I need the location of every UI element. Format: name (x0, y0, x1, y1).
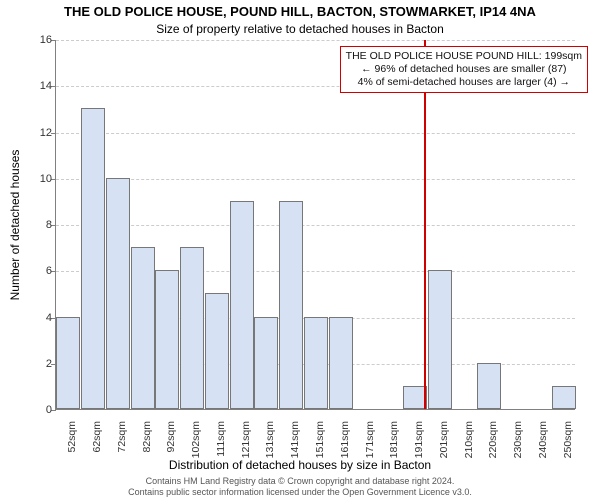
x-tick-label: 171sqm (364, 421, 376, 481)
bar (205, 293, 229, 409)
bar (428, 270, 452, 409)
bar (477, 363, 501, 409)
y-tick-label: 12 (28, 127, 52, 139)
x-tick-label: 92sqm (165, 421, 177, 481)
y-tick-label: 0 (28, 404, 52, 416)
x-tick-label: 62sqm (91, 421, 103, 481)
footer: Contains HM Land Registry data © Crown c… (0, 476, 600, 498)
x-tick-label: 250sqm (562, 421, 574, 481)
bar (279, 201, 303, 409)
bar (230, 201, 254, 409)
chart-title: THE OLD POLICE HOUSE, POUND HILL, BACTON… (0, 4, 600, 19)
bar (81, 108, 105, 409)
bar (131, 247, 155, 409)
gridline (56, 225, 575, 226)
y-tick-label: 4 (28, 312, 52, 324)
gridline (56, 179, 575, 180)
x-tick-label: 161sqm (339, 421, 351, 481)
x-tick-label: 72sqm (116, 421, 128, 481)
chart-subtitle: Size of property relative to detached ho… (0, 22, 600, 36)
bar (56, 317, 80, 410)
x-tick-label: 201sqm (438, 421, 450, 481)
marker-line (424, 40, 426, 409)
x-tick-label: 131sqm (264, 421, 276, 481)
bar (552, 386, 576, 409)
x-tick-label: 102sqm (190, 421, 202, 481)
bar (180, 247, 204, 409)
footer-line-2: Contains public sector information licen… (6, 487, 594, 498)
x-tick-label: 151sqm (314, 421, 326, 481)
x-tick-label: 230sqm (512, 421, 524, 481)
y-tick-label: 14 (28, 80, 52, 92)
y-axis-label: Number of detached houses (8, 150, 22, 301)
callout-line: ← 96% of detached houses are smaller (87… (346, 63, 582, 76)
y-tick-label: 2 (28, 358, 52, 370)
x-tick-label: 191sqm (413, 421, 425, 481)
x-tick-label: 240sqm (537, 421, 549, 481)
bar (254, 317, 278, 410)
bar (329, 317, 353, 410)
footer-line-1: Contains HM Land Registry data © Crown c… (6, 476, 594, 487)
plot-area: 0246810121416 (55, 40, 575, 410)
x-tick-label: 82sqm (141, 421, 153, 481)
x-tick-label: 210sqm (463, 421, 475, 481)
x-tick-label: 121sqm (240, 421, 252, 481)
y-tick-label: 8 (28, 219, 52, 231)
bar (155, 270, 179, 409)
chart-container: THE OLD POLICE HOUSE, POUND HILL, BACTON… (0, 0, 600, 500)
gridline (56, 133, 575, 134)
gridline (56, 40, 575, 41)
callout-line: THE OLD POLICE HOUSE POUND HILL: 199sqm (346, 50, 582, 63)
x-tick-label: 141sqm (289, 421, 301, 481)
y-tick-label: 6 (28, 265, 52, 277)
callout-line: 4% of semi-detached houses are larger (4… (346, 76, 582, 89)
x-tick-label: 220sqm (487, 421, 499, 481)
x-axis-label: Distribution of detached houses by size … (0, 458, 600, 472)
bar (106, 178, 130, 409)
callout-box: THE OLD POLICE HOUSE POUND HILL: 199sqm←… (340, 46, 588, 93)
y-tick-label: 16 (28, 34, 52, 46)
x-tick-label: 181sqm (388, 421, 400, 481)
x-tick-label: 52sqm (66, 421, 78, 481)
bar (304, 317, 328, 410)
y-tick-label: 10 (28, 173, 52, 185)
x-tick-label: 111sqm (215, 421, 227, 481)
